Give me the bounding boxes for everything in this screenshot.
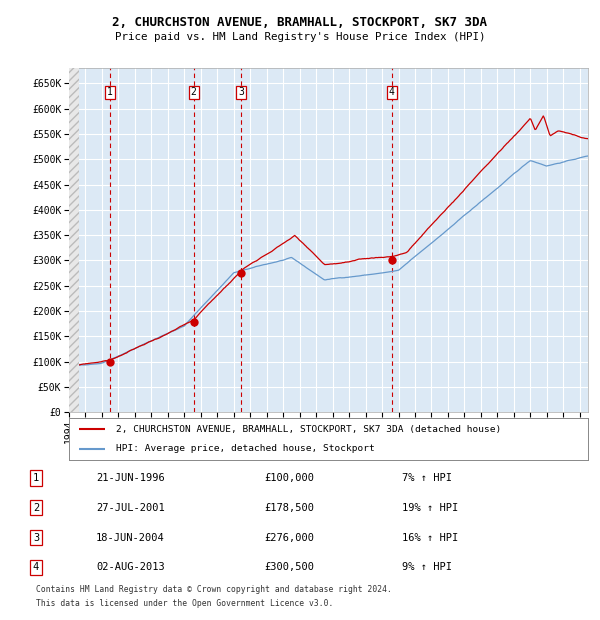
Text: 2: 2 xyxy=(33,503,39,513)
Text: Price paid vs. HM Land Registry's House Price Index (HPI): Price paid vs. HM Land Registry's House … xyxy=(115,32,485,42)
Text: 18-JUN-2004: 18-JUN-2004 xyxy=(96,533,165,542)
Text: 1: 1 xyxy=(33,473,39,483)
Text: 2, CHURCHSTON AVENUE, BRAMHALL, STOCKPORT, SK7 3DA (detached house): 2, CHURCHSTON AVENUE, BRAMHALL, STOCKPOR… xyxy=(116,425,501,434)
Text: Contains HM Land Registry data © Crown copyright and database right 2024.: Contains HM Land Registry data © Crown c… xyxy=(36,585,392,595)
Text: 3: 3 xyxy=(33,533,39,542)
Text: 27-JUL-2001: 27-JUL-2001 xyxy=(96,503,165,513)
Text: 7% ↑ HPI: 7% ↑ HPI xyxy=(402,473,452,483)
Text: £100,000: £100,000 xyxy=(264,473,314,483)
Text: 2: 2 xyxy=(191,87,197,97)
Text: £178,500: £178,500 xyxy=(264,503,314,513)
Text: 4: 4 xyxy=(389,87,395,97)
Text: 1: 1 xyxy=(107,87,113,97)
Text: £276,000: £276,000 xyxy=(264,533,314,542)
Text: 19% ↑ HPI: 19% ↑ HPI xyxy=(402,503,458,513)
Text: HPI: Average price, detached house, Stockport: HPI: Average price, detached house, Stoc… xyxy=(116,444,374,453)
Text: 16% ↑ HPI: 16% ↑ HPI xyxy=(402,533,458,542)
Text: 21-JUN-1996: 21-JUN-1996 xyxy=(96,473,165,483)
Text: This data is licensed under the Open Government Licence v3.0.: This data is licensed under the Open Gov… xyxy=(36,599,334,608)
Text: 3: 3 xyxy=(238,87,244,97)
Text: 9% ↑ HPI: 9% ↑ HPI xyxy=(402,562,452,572)
Text: £300,500: £300,500 xyxy=(264,562,314,572)
Text: 02-AUG-2013: 02-AUG-2013 xyxy=(96,562,165,572)
Text: 2, CHURCHSTON AVENUE, BRAMHALL, STOCKPORT, SK7 3DA: 2, CHURCHSTON AVENUE, BRAMHALL, STOCKPOR… xyxy=(113,16,487,29)
Text: 4: 4 xyxy=(33,562,39,572)
